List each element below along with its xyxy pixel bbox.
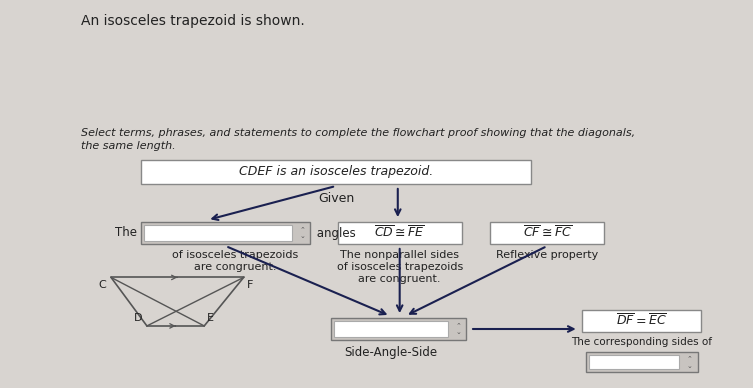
Text: Reflexive property: Reflexive property: [496, 250, 599, 260]
Bar: [586, 352, 697, 372]
Text: An isosceles trapezoid is shown.: An isosceles trapezoid is shown.: [81, 14, 305, 28]
Bar: [331, 318, 466, 340]
Text: F: F: [246, 281, 253, 291]
Text: are congruent.: are congruent.: [194, 262, 276, 272]
Text: Side-Angle-Side: Side-Angle-Side: [345, 346, 437, 359]
Text: of isosceles trapezoids: of isosceles trapezoids: [337, 262, 463, 272]
Bar: [334, 321, 448, 337]
Bar: [589, 355, 679, 369]
Text: Select terms, phrases, and statements to complete the flowchart proof showing th: Select terms, phrases, and statements to…: [81, 128, 635, 138]
Text: $\overline{CF} \cong \overline{FC}$: $\overline{CF} \cong \overline{FC}$: [523, 225, 572, 241]
Text: ⌃
⌄: ⌃ ⌄: [300, 227, 306, 239]
Bar: [582, 310, 701, 332]
Text: $\overline{CD} \cong \overline{FE}$: $\overline{CD} \cong \overline{FE}$: [374, 225, 425, 241]
Text: The nonparallel sides: The nonparallel sides: [340, 250, 459, 260]
Text: $\overline{DF} = \overline{EC}$: $\overline{DF} = \overline{EC}$: [617, 313, 667, 329]
Text: are congruent.: are congruent.: [358, 274, 441, 284]
Text: CDEF is an isosceles trapezoid.: CDEF is an isosceles trapezoid.: [239, 166, 433, 178]
Text: the same length.: the same length.: [81, 141, 175, 151]
Text: Given: Given: [318, 192, 354, 205]
Text: C: C: [99, 281, 106, 291]
Bar: [141, 160, 531, 184]
Text: ⌃
⌄: ⌃ ⌄: [456, 322, 462, 336]
Bar: [338, 222, 462, 244]
Text: of isosceles trapezoids: of isosceles trapezoids: [172, 250, 298, 260]
Text: D: D: [133, 313, 142, 323]
Bar: [144, 225, 292, 241]
Bar: [490, 222, 605, 244]
Bar: [141, 222, 310, 244]
Text: ⌃
⌄: ⌃ ⌄: [687, 355, 693, 369]
Text: The corresponding sides of: The corresponding sides of: [572, 337, 712, 347]
Text: The: The: [115, 227, 137, 239]
Text: E: E: [207, 313, 214, 323]
Text: angles: angles: [313, 227, 356, 239]
